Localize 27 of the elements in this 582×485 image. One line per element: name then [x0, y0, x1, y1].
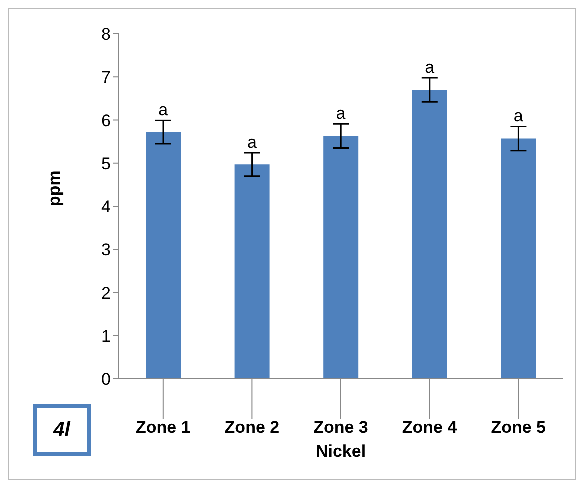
y-tick-label: 2: [102, 284, 111, 303]
x-axis-title: Nickel: [316, 442, 366, 461]
x-tick-label: Zone 3: [314, 418, 368, 438]
y-axis-title: ppm: [45, 170, 64, 206]
bar: [501, 138, 536, 379]
x-tick-label: Zone 1: [136, 418, 191, 438]
bar: [324, 136, 359, 379]
y-tick-label: 6: [102, 111, 111, 130]
x-tick-label: Zone 2: [224, 418, 280, 438]
y-tick-label: 3: [102, 240, 111, 260]
y-tick-label: 0: [102, 370, 111, 390]
annotation: a: [514, 106, 524, 126]
bar: [234, 164, 270, 379]
bar: [146, 132, 181, 379]
x-tick-label: Zone 4: [402, 418, 458, 438]
annotation: a: [336, 104, 346, 124]
y-tick-label: 7: [102, 68, 111, 88]
text: 4l: [33, 404, 91, 456]
y-tick-label: 5: [102, 154, 111, 174]
bar: [412, 90, 448, 379]
y-tick-label: 1: [102, 326, 111, 346]
x-tick-label: Zone 5: [491, 418, 546, 438]
y-tick-label: 8: [102, 25, 111, 44]
annotation: a: [247, 133, 258, 152]
annotation: a: [425, 58, 436, 77]
annotation: a: [158, 100, 169, 120]
y-tick-label: 4: [102, 198, 111, 217]
